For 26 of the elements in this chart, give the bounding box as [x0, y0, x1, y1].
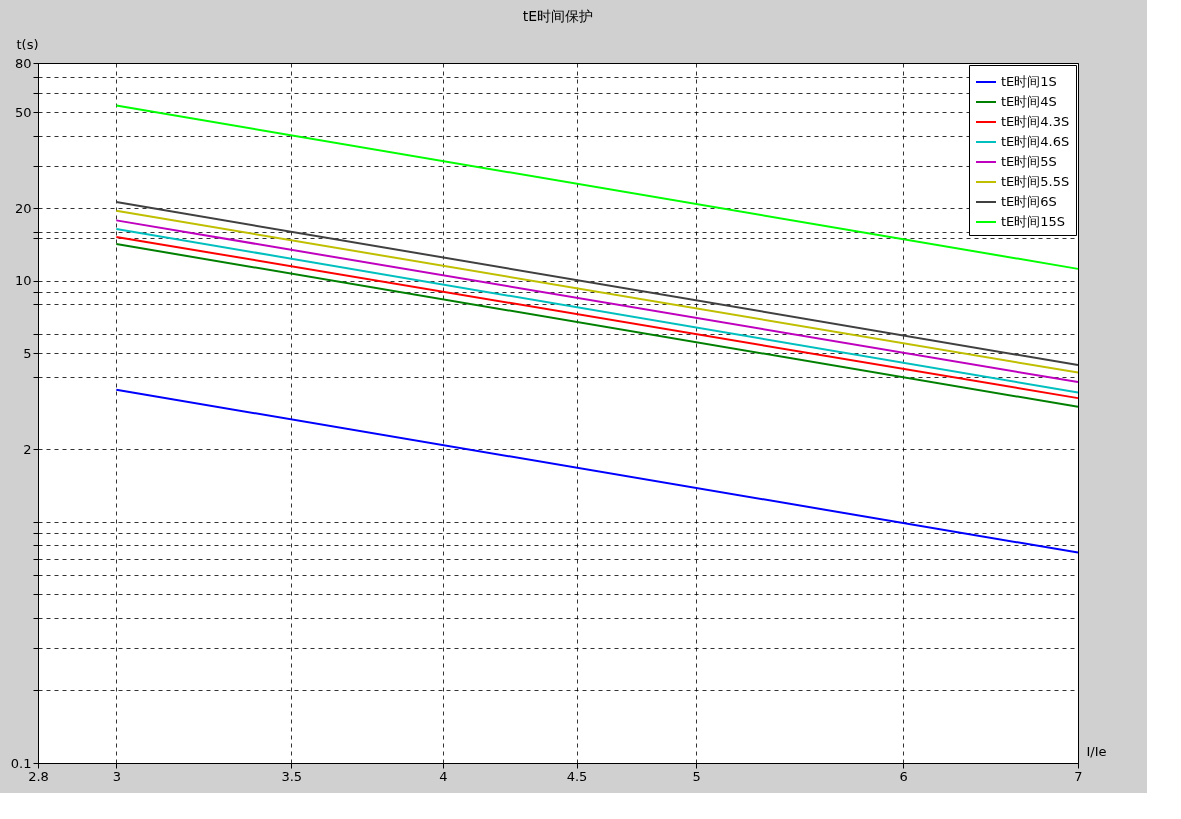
y-tick-label: 80	[14, 55, 32, 71]
x-tick-label: 2.8	[28, 768, 49, 784]
chart-title: tE时间保护	[522, 8, 594, 24]
x-tick-label: 4	[439, 768, 448, 784]
legend-label: tE时间5.5S	[1001, 174, 1070, 189]
legend-label: tE时间15S	[1001, 214, 1066, 229]
x-tick-label: 6	[899, 768, 908, 784]
legend-label: tE时间5S	[1001, 154, 1057, 169]
x-tick-label: 7	[1074, 768, 1083, 784]
legend-label: tE时间4.3S	[1001, 114, 1070, 129]
y-axis-title: t(s)	[16, 36, 39, 52]
y-tick-label: 2	[23, 441, 32, 457]
y-tick-label: 20	[14, 200, 32, 216]
y-tick-label: 5	[23, 345, 32, 361]
y-tick-label: 0.1	[10, 755, 32, 771]
y-tick-label: 10	[14, 273, 32, 289]
legend-label: tE时间1S	[1001, 74, 1057, 89]
x-tick-label: 5	[692, 768, 701, 784]
y-tick-label: 50	[14, 104, 32, 120]
legend-label: tE时间4.6S	[1001, 134, 1070, 149]
x-axis-title: I/Ie	[1086, 743, 1107, 759]
legend-label: tE时间4S	[1001, 94, 1057, 109]
x-tick-label: 4.5	[566, 768, 588, 784]
legend-label: tE时间6S	[1001, 194, 1057, 209]
x-tick-label: 3	[112, 768, 121, 784]
x-tick-label: 3.5	[281, 768, 303, 784]
